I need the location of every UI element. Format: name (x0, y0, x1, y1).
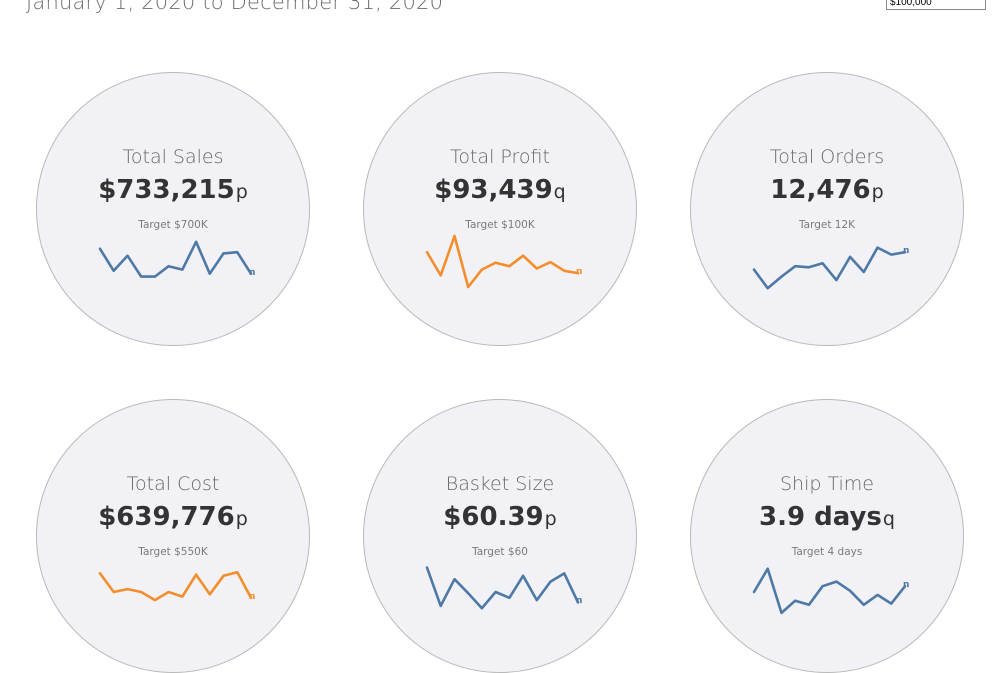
sparkline-series-line (425, 566, 580, 610)
kpi-value-row: 3.9 daysq (691, 502, 963, 532)
sparkline-end-marker-icon: n (903, 246, 910, 257)
kpi-target: Target 12K (798, 219, 856, 231)
kpi-value-row: $60.39p (364, 502, 636, 532)
sparkline-end-marker-icon: n (903, 580, 910, 591)
trend-indicator-icon: p (235, 508, 248, 530)
sparkline-chart (425, 234, 580, 289)
kpi-total-sales[interactable]: Total Sales $733,215p Target $700K n (36, 72, 310, 346)
kpi-title: Ship Time (780, 473, 874, 495)
sparkline-end-marker-icon: n (249, 267, 256, 278)
kpi-value-row: $733,215p (37, 175, 309, 205)
kpi-title: Total Cost (126, 473, 220, 495)
trend-indicator-icon: p (235, 181, 248, 203)
kpi-value: 3.9 days (759, 502, 882, 532)
kpi-value: $93,439 (434, 175, 553, 205)
kpi-value: 12,476 (770, 175, 871, 205)
sparkline-series-line (752, 246, 907, 290)
sparkline-series-line (425, 234, 580, 289)
kpi-value: $639,776 (98, 502, 235, 532)
kpi-target: Target $60 (472, 546, 528, 558)
kpi-title: Total Sales (122, 146, 224, 168)
sparkline-chart (98, 571, 253, 602)
sparkline-chart (752, 246, 907, 290)
sparkline-series-line (752, 567, 907, 615)
kpi-total-cost[interactable]: Total Cost $639,776p Target $550K n (36, 399, 310, 673)
kpi-target: Target $100K (465, 219, 535, 231)
sparkline-end-marker-icon: n (576, 267, 583, 278)
kpi-value-row: 12,476p (691, 175, 963, 205)
sparkline-series-line (98, 240, 253, 278)
sparkline-chart (425, 566, 580, 610)
sparkline-series-line (98, 571, 253, 602)
date-range-title: January 1, 2020 to December 31, 2020 (26, 0, 444, 14)
sparkline-chart (752, 567, 907, 615)
kpi-basket-size[interactable]: Basket Size $60.39p Target $60 n (363, 399, 637, 673)
kpi-total-profit[interactable]: Total Profit $93,439q Target $100K n (363, 72, 637, 346)
kpi-title: Total Profit (450, 146, 550, 168)
sparkline-chart (98, 240, 253, 278)
trend-indicator-icon: p (871, 181, 884, 203)
trend-indicator-icon: q (553, 181, 566, 203)
kpi-value: $733,215 (98, 175, 235, 205)
kpi-target: Target 4 days (791, 546, 863, 558)
kpi-value: $60.39 (443, 502, 544, 532)
kpi-ship-time[interactable]: Ship Time 3.9 daysq Target 4 days n (690, 399, 964, 673)
kpi-value-row: $639,776p (37, 502, 309, 532)
kpi-total-orders[interactable]: Total Orders 12,476p Target 12K n (690, 72, 964, 346)
kpi-value-row: $93,439q (364, 175, 636, 205)
sparkline-end-marker-icon: n (576, 596, 583, 607)
kpi-title: Total Orders (769, 146, 885, 168)
kpi-title: Basket Size (445, 473, 555, 495)
trend-indicator-icon: p (544, 508, 557, 530)
kpi-target: Target $550K (138, 546, 208, 558)
parameter-input[interactable] (886, 0, 986, 10)
sparkline-end-marker-icon: n (249, 591, 256, 602)
kpi-target: Target $700K (138, 219, 208, 231)
trend-indicator-icon: q (882, 508, 895, 530)
